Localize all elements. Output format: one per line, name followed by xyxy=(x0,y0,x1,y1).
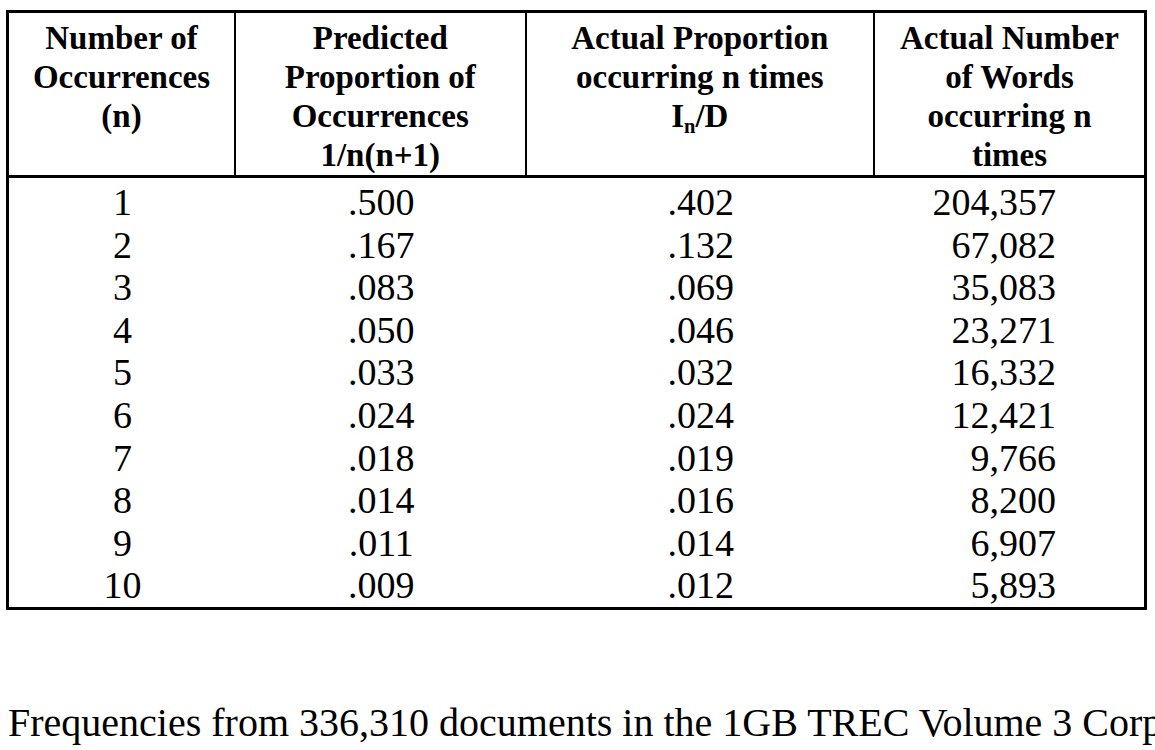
header-number-of-occurrences: Number of Occurrences (n) xyxy=(9,13,236,175)
header-line: Actual Number xyxy=(875,19,1144,58)
cell-predicted-proportion: .024 xyxy=(236,394,527,437)
table-row: 3 .083 .069 35,083 xyxy=(9,266,1144,309)
cell-actual-words: 23,271 xyxy=(875,309,1144,352)
cell-actual-words: 9,766 xyxy=(875,437,1144,480)
table-row: 7 .018 .019 9,766 xyxy=(9,437,1144,480)
cell-actual-proportion: .024 xyxy=(527,394,875,437)
header-line: occurring n xyxy=(875,97,1144,136)
cell-actual-proportion: .012 xyxy=(527,564,875,607)
cell-actual-proportion: .019 xyxy=(527,437,875,480)
cell-predicted-proportion: .033 xyxy=(236,351,527,394)
cell-predicted-proportion: .050 xyxy=(236,309,527,352)
cell-n: 8 xyxy=(9,479,236,522)
header-line: 1/n(n+1) xyxy=(236,136,525,175)
cell-n: 1 xyxy=(9,181,236,224)
cell-actual-proportion: .014 xyxy=(527,522,875,565)
table-header-row: Number of Occurrences (n) Predicted Prop… xyxy=(9,13,1144,178)
header-formula-in-over-d: In/D xyxy=(527,97,873,146)
header-line: occurring n times xyxy=(527,58,873,97)
table-row: 6 .024 .024 12,421 xyxy=(9,394,1144,437)
cell-predicted-proportion: .167 xyxy=(236,224,527,267)
header-predicted-proportion: Predicted Proportion of Occurrences 1/n(… xyxy=(236,13,527,175)
cell-actual-proportion: .016 xyxy=(527,479,875,522)
header-line: Occurrences xyxy=(9,58,234,97)
header-line: Proportion of xyxy=(236,58,525,97)
header-line: (n) xyxy=(9,97,234,136)
document-page: Number of Occurrences (n) Predicted Prop… xyxy=(0,0,1155,750)
cell-n: 6 xyxy=(9,394,236,437)
table-row: 5 .033 .032 16,332 xyxy=(9,351,1144,394)
cell-predicted-proportion: .014 xyxy=(236,479,527,522)
cell-predicted-proportion: .009 xyxy=(236,564,527,607)
cell-actual-words: 6,907 xyxy=(875,522,1144,565)
cell-actual-words: 16,332 xyxy=(875,351,1144,394)
table-row: 2 .167 .132 67,082 xyxy=(9,224,1144,267)
table-body: 1 .500 .402 204,357 2 .167 .132 67,082 3… xyxy=(9,178,1144,607)
cell-n: 2 xyxy=(9,224,236,267)
cell-actual-words: 5,893 xyxy=(875,564,1144,607)
cell-actual-proportion: .402 xyxy=(527,181,875,224)
cell-n: 10 xyxy=(9,564,236,607)
cell-predicted-proportion: .083 xyxy=(236,266,527,309)
cell-actual-words: 204,357 xyxy=(875,181,1144,224)
cell-n: 5 xyxy=(9,351,236,394)
cell-n: 9 xyxy=(9,522,236,565)
cell-n: 4 xyxy=(9,309,236,352)
table-row: 4 .050 .046 23,271 xyxy=(9,309,1144,352)
cell-n: 7 xyxy=(9,437,236,480)
table-caption: Frequencies from 336,310 documents in th… xyxy=(8,700,1148,746)
cell-predicted-proportion: .018 xyxy=(236,437,527,480)
table-row: 9 .011 .014 6,907 xyxy=(9,522,1144,565)
cell-actual-words: 35,083 xyxy=(875,266,1144,309)
cell-actual-proportion: .069 xyxy=(527,266,875,309)
formula-rest: /D xyxy=(695,98,728,134)
header-line: Predicted xyxy=(236,19,525,58)
cell-actual-proportion: .032 xyxy=(527,351,875,394)
table-row: 1 .500 .402 204,357 xyxy=(9,181,1144,224)
header-line: times xyxy=(875,136,1144,175)
header-line: Number of xyxy=(9,19,234,58)
cell-predicted-proportion: .011 xyxy=(236,522,527,565)
cell-predicted-proportion: .500 xyxy=(236,181,527,224)
frequency-table: Number of Occurrences (n) Predicted Prop… xyxy=(6,10,1147,610)
header-line: Actual Proportion xyxy=(527,19,873,58)
header-line: Occurrences xyxy=(236,97,525,136)
table-row: 8 .014 .016 8,200 xyxy=(9,479,1144,522)
table-row: 10 .009 .012 5,893 xyxy=(9,564,1144,607)
cell-actual-words: 67,082 xyxy=(875,224,1144,267)
cell-actual-words: 12,421 xyxy=(875,394,1144,437)
cell-actual-proportion: .132 xyxy=(527,224,875,267)
formula-base: I xyxy=(671,98,684,134)
header-actual-number-of-words: Actual Number of Words occurring n times xyxy=(875,13,1144,175)
cell-n: 3 xyxy=(9,266,236,309)
header-actual-proportion: Actual Proportion occurring n times In/D xyxy=(527,13,875,175)
formula-subscript: n xyxy=(684,115,695,137)
cell-actual-words: 8,200 xyxy=(875,479,1144,522)
header-line: of Words xyxy=(875,58,1144,97)
cell-actual-proportion: .046 xyxy=(527,309,875,352)
